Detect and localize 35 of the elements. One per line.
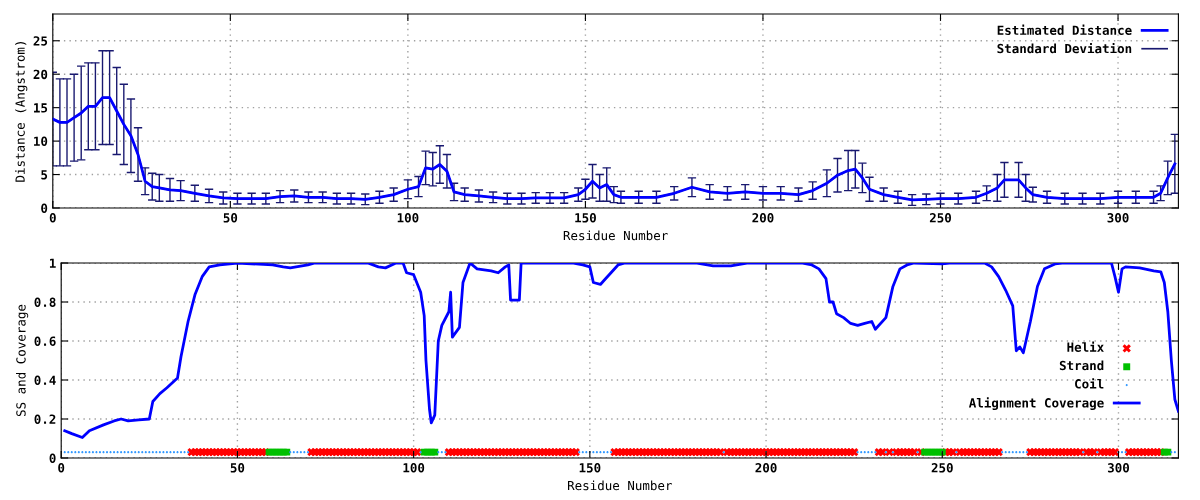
y-tick-label: 5 (41, 170, 48, 180)
y-tick-label: 20 (33, 69, 48, 80)
x-tick-label: 150 (575, 213, 596, 223)
legend-label: Strand (1059, 360, 1104, 371)
x-tick-label: 250 (931, 463, 953, 473)
y-tick-label: 0 (41, 203, 48, 213)
y-tick-label: 0 (49, 453, 56, 463)
y-tick-label: 0.2 (34, 414, 56, 424)
x-tick-label: 150 (579, 463, 601, 473)
x-tick-label: 50 (223, 213, 238, 223)
y-tick-label: 25 (33, 36, 48, 46)
x-axis-title: Residue Number (568, 480, 672, 491)
x-tick-label: 250 (929, 213, 952, 223)
legend-label: Coil (1075, 378, 1104, 389)
y-tick-label: 1 (49, 258, 56, 268)
legend-label: Helix (1067, 341, 1104, 352)
y-axis-title: SS and Coverage (16, 304, 29, 417)
legend-label: Standard Deviation (997, 42, 1132, 54)
x-tick-label: 50 (230, 463, 245, 473)
legend-label: Alignment Coverage (968, 397, 1104, 410)
x-tick-label: 300 (1107, 213, 1129, 223)
y-tick-label: 0.4 (34, 375, 56, 385)
x-tick-label: 100 (397, 213, 419, 223)
y-tick-label: 0.6 (34, 336, 56, 346)
x-tick-label: 200 (755, 463, 777, 473)
legend-label: Estimated Distance (997, 24, 1132, 35)
x-tick-label: 200 (752, 213, 774, 223)
y-tick-label: 0.8 (34, 297, 56, 307)
x-tick-label: 0 (58, 463, 65, 473)
y-tick-label: 15 (34, 103, 48, 113)
x-tick-label: 300 (1107, 463, 1130, 473)
x-axis-title: Residue Number (563, 230, 668, 241)
y-axis-title: Distance (Angstrom) (15, 42, 28, 182)
x-tick-label: 100 (403, 463, 425, 473)
y-tick-label: 10 (34, 136, 48, 147)
